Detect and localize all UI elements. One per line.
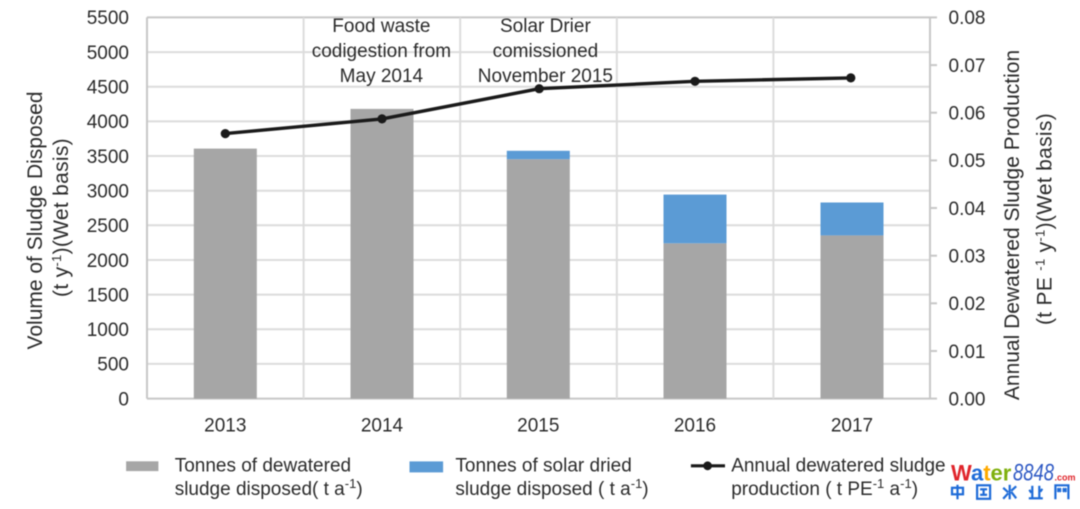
svg-text:5000: 5000 (87, 43, 129, 64)
svg-text:0.00: 0.00 (949, 389, 986, 410)
svg-text:0.08: 0.08 (949, 8, 986, 29)
svg-text:2016: 2016 (674, 416, 716, 437)
svg-text:0.05: 0.05 (949, 151, 986, 172)
svg-text:0.01: 0.01 (949, 342, 986, 363)
svg-text:production ( t PE-1 a-1): production ( t PE-1 a-1) (731, 476, 918, 500)
svg-text:5500: 5500 (87, 8, 129, 29)
svg-text:3000: 3000 (87, 182, 129, 203)
svg-text:.com: .com (1055, 473, 1076, 483)
svg-text:0.02: 0.02 (949, 294, 986, 315)
svg-text:(t PE -1 y-1)(Wet basis): (t PE -1 y-1)(Wet basis) (1033, 113, 1057, 325)
svg-text:sludge disposed( t a-1): sludge disposed( t a-1) (175, 476, 363, 500)
svg-text:Solar Drier: Solar Drier (500, 16, 591, 37)
svg-text:0.07: 0.07 (949, 56, 986, 77)
svg-text:November 2015: November 2015 (478, 66, 613, 87)
svg-text:2014: 2014 (361, 416, 404, 437)
svg-text:Tonnes of solar dried: Tonnes of solar dried (455, 456, 631, 477)
svg-text:2000: 2000 (87, 251, 129, 272)
svg-text:sludge disposed ( t a-1): sludge disposed ( t a-1) (455, 476, 648, 500)
svg-text:1000: 1000 (87, 320, 129, 341)
svg-text:2015: 2015 (517, 416, 559, 437)
svg-text:3500: 3500 (87, 147, 129, 168)
svg-text:4000: 4000 (87, 112, 129, 133)
svg-text:2017: 2017 (831, 416, 873, 437)
svg-text:0.03: 0.03 (949, 247, 986, 268)
svg-text:1500: 1500 (87, 285, 129, 306)
svg-text:comissioned: comissioned (493, 41, 599, 62)
svg-text:Annual Dewatered Sludge Produc: Annual Dewatered Sludge Production (1001, 50, 1024, 400)
svg-text:4500: 4500 (87, 78, 129, 99)
svg-text:0: 0 (118, 389, 129, 410)
svg-text:500: 500 (97, 355, 129, 376)
svg-text:2500: 2500 (87, 216, 129, 237)
svg-text:0.06: 0.06 (949, 104, 986, 125)
svg-text:0.04: 0.04 (949, 199, 986, 220)
svg-text:Food waste: Food waste (332, 16, 430, 37)
svg-text:codigestion from: codigestion from (312, 41, 451, 62)
svg-text:2013: 2013 (204, 416, 246, 437)
svg-text:(t y-1)(Wet basis): (t y-1)(Wet basis) (49, 138, 73, 297)
svg-text:Volume of Sludge Disposed: Volume of Sludge Disposed (24, 92, 47, 350)
svg-text:May 2014: May 2014 (340, 66, 424, 87)
svg-text:8848: 8848 (1013, 460, 1055, 487)
svg-text:Water: Water (951, 461, 1012, 486)
svg-text:Tonnes of dewatered: Tonnes of dewatered (175, 456, 351, 477)
svg-text:Annual dewatered sludge: Annual dewatered sludge (731, 456, 945, 477)
